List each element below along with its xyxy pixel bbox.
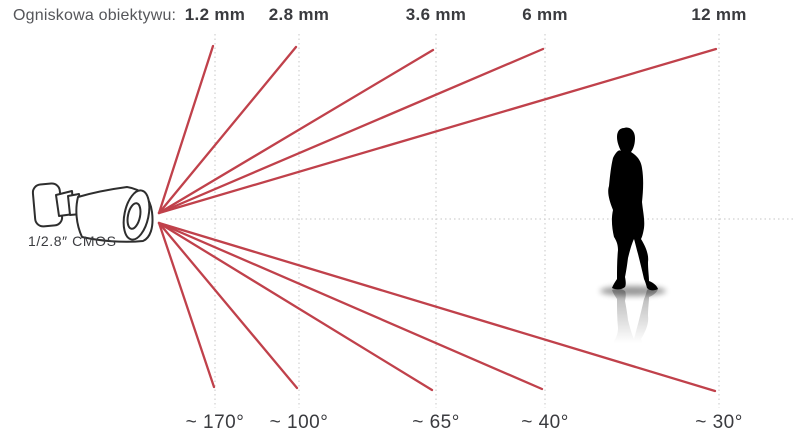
fov-lower-line-0 [157, 221, 216, 389]
focal-label-6mm: 6 mm [522, 5, 568, 24]
focal-label-1-2mm: 1.2 mm [184, 5, 246, 24]
fov-upper-line-4 [157, 47, 718, 215]
focal-label-3-6mm: 3.6 mm [405, 5, 467, 24]
fov-upper-line-0 [157, 44, 215, 215]
fov-upper-line-1 [157, 45, 298, 215]
fov-upper-line-2 [157, 48, 435, 215]
fov-lower-line-2 [157, 221, 434, 392]
focal-label-2-8mm: 2.8 mm [268, 5, 330, 24]
fov-lower-line-3 [157, 221, 544, 391]
sensor-label: 1/2.8″ CMOS [28, 233, 117, 249]
camera-lens [126, 202, 142, 230]
fov-label-65deg: ~ 65° [412, 412, 460, 433]
fov-upper-line-3 [157, 47, 545, 215]
woman-figure [608, 127, 658, 291]
focal-label-12mm: 12 mm [691, 5, 747, 24]
fov-label-30deg: ~ 30° [695, 412, 743, 433]
grid-lines [166, 34, 794, 408]
diagram-title: Ogniskowa obiektywu: [13, 7, 177, 24]
fov-label-40deg: ~ 40° [521, 412, 569, 433]
person-silhouette [600, 127, 666, 439]
fov-lines [157, 44, 718, 393]
fov-lower-line-1 [157, 221, 299, 390]
fov-label-170deg: ~ 170° [185, 412, 245, 433]
camera-sketch [31, 182, 154, 243]
fov-label-100deg: ~ 100° [269, 412, 329, 433]
person-reflection [608, 287, 658, 439]
